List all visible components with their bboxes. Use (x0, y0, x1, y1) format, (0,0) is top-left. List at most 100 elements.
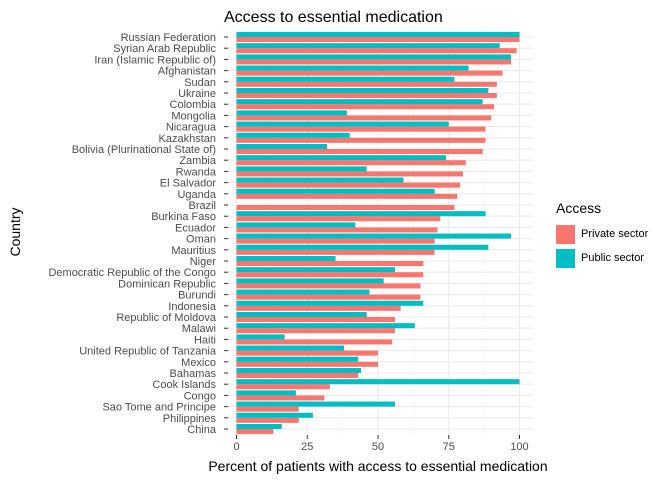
bar-public-sector (236, 390, 296, 396)
y-tick-label: Nicaragua (166, 122, 217, 134)
bar-public-sector (236, 423, 282, 429)
chart-title: Access to essential medication (224, 9, 443, 26)
bar-public-sector (236, 177, 404, 183)
legend-item-private: Private sector (556, 222, 648, 246)
bar-public-sector (236, 345, 345, 351)
y-tick-label: Haiti (194, 334, 216, 346)
y-tick-label: China (187, 424, 217, 436)
bar-public-sector (236, 222, 356, 228)
y-tick-label: Niger (190, 256, 217, 268)
bar-private-sector (236, 294, 421, 300)
bar-private-sector (236, 373, 359, 379)
bar-public-sector (236, 379, 520, 385)
y-tick-label: Ukraine (178, 88, 216, 100)
bar-private-sector (236, 317, 395, 323)
bar-private-sector (236, 70, 503, 76)
y-tick-label: Mexico (181, 357, 216, 369)
bar-private-sector (236, 328, 395, 334)
y-tick-label: Sao Tome and Principe (102, 402, 216, 414)
bar-private-sector (236, 417, 299, 423)
y-axis-label: Country (7, 207, 23, 256)
legend-item-public: Public sector (556, 246, 648, 270)
bar-private-sector (236, 182, 461, 188)
bar-private-sector (236, 81, 497, 87)
y-tick-label: Indonesia (168, 301, 217, 313)
y-tick-label: Philippines (163, 413, 217, 425)
y-tick-label: Kazakhstan (159, 133, 216, 145)
bar-public-sector (236, 233, 512, 239)
bar-private-sector (236, 350, 378, 356)
legend-label-public: Public sector (581, 252, 644, 264)
bar-public-sector (236, 132, 350, 138)
bar-public-sector (236, 311, 367, 317)
bar-public-sector (236, 110, 347, 116)
bar-private-sector (236, 406, 299, 412)
x-tick-label: 25 (301, 441, 313, 453)
y-tick-label: Malawi (182, 323, 216, 335)
bar-private-sector (236, 59, 512, 65)
bar-private-sector (236, 227, 438, 233)
y-tick-label: United Republic of Tanzania (79, 346, 217, 358)
bar-private-sector (236, 238, 435, 244)
bar-private-sector (236, 149, 483, 155)
bar-private-sector (236, 261, 424, 267)
y-tick-label: Ecuador (175, 222, 216, 234)
y-tick-label: Cook Islands (152, 379, 216, 391)
y-tick-label: Brazil (188, 200, 216, 212)
bar-private-sector (236, 37, 520, 43)
y-tick-label: Bolivia (Plurinational State of) (72, 144, 216, 156)
bar-public-sector (236, 401, 395, 407)
bars (236, 31, 520, 435)
bar-private-sector (236, 193, 458, 199)
bar-public-sector (236, 367, 362, 373)
y-tick-label: Uganda (177, 189, 216, 201)
y-tick-label: El Salvador (160, 178, 217, 190)
bar-public-sector (236, 99, 483, 105)
legend-title: Access (556, 200, 602, 216)
legend-label-private: Private sector (581, 228, 649, 240)
bar-private-sector (236, 395, 325, 401)
bar-public-sector (236, 278, 384, 284)
y-tick-label: Rwanda (176, 166, 217, 178)
bar-public-sector (236, 323, 415, 329)
bar-public-sector (236, 54, 512, 60)
bar-private-sector (236, 429, 274, 435)
y-tick-label: Democratic Republic of the Congo (48, 267, 216, 279)
x-axis-label: Percent of patients with access to essen… (208, 458, 547, 474)
bar-public-sector (236, 289, 370, 295)
bar-public-sector (236, 211, 486, 217)
y-tick-label: Zambia (179, 155, 217, 167)
bar-public-sector (236, 65, 469, 71)
y-tick-label: Mongolia (171, 110, 217, 122)
bar-private-sector (236, 361, 378, 367)
bar-private-sector (236, 104, 495, 110)
bar-public-sector (236, 166, 367, 172)
bar-private-sector (236, 272, 424, 278)
bar-public-sector (236, 334, 285, 340)
x-tick-label: 0 (233, 441, 239, 453)
legend-key-private (556, 224, 575, 244)
bar-public-sector (236, 143, 328, 149)
bar-public-sector (236, 412, 313, 418)
y-tick-label: Syrian Arab Republic (113, 43, 216, 55)
bar-private-sector (236, 305, 401, 311)
bar-private-sector (236, 339, 393, 345)
bar-private-sector (236, 115, 492, 121)
y-tick-label: Russian Federation (121, 32, 216, 44)
bar-public-sector (236, 267, 395, 273)
bar-private-sector (236, 160, 466, 166)
bar-private-sector (236, 126, 486, 132)
y-tick-label: Congo (184, 390, 216, 402)
bar-public-sector (236, 155, 446, 161)
bar-public-sector (236, 87, 489, 93)
bar-public-sector (236, 255, 336, 261)
bar-private-sector (236, 205, 455, 211)
bar-public-sector (236, 188, 435, 194)
bar-private-sector (236, 137, 486, 143)
y-tick-label: Mauritius (171, 245, 216, 257)
x-tick-label: 100 (510, 441, 528, 453)
y-tick-label: Republic of Moldova (116, 312, 217, 324)
y-tick-label: Dominican Republic (118, 278, 216, 290)
